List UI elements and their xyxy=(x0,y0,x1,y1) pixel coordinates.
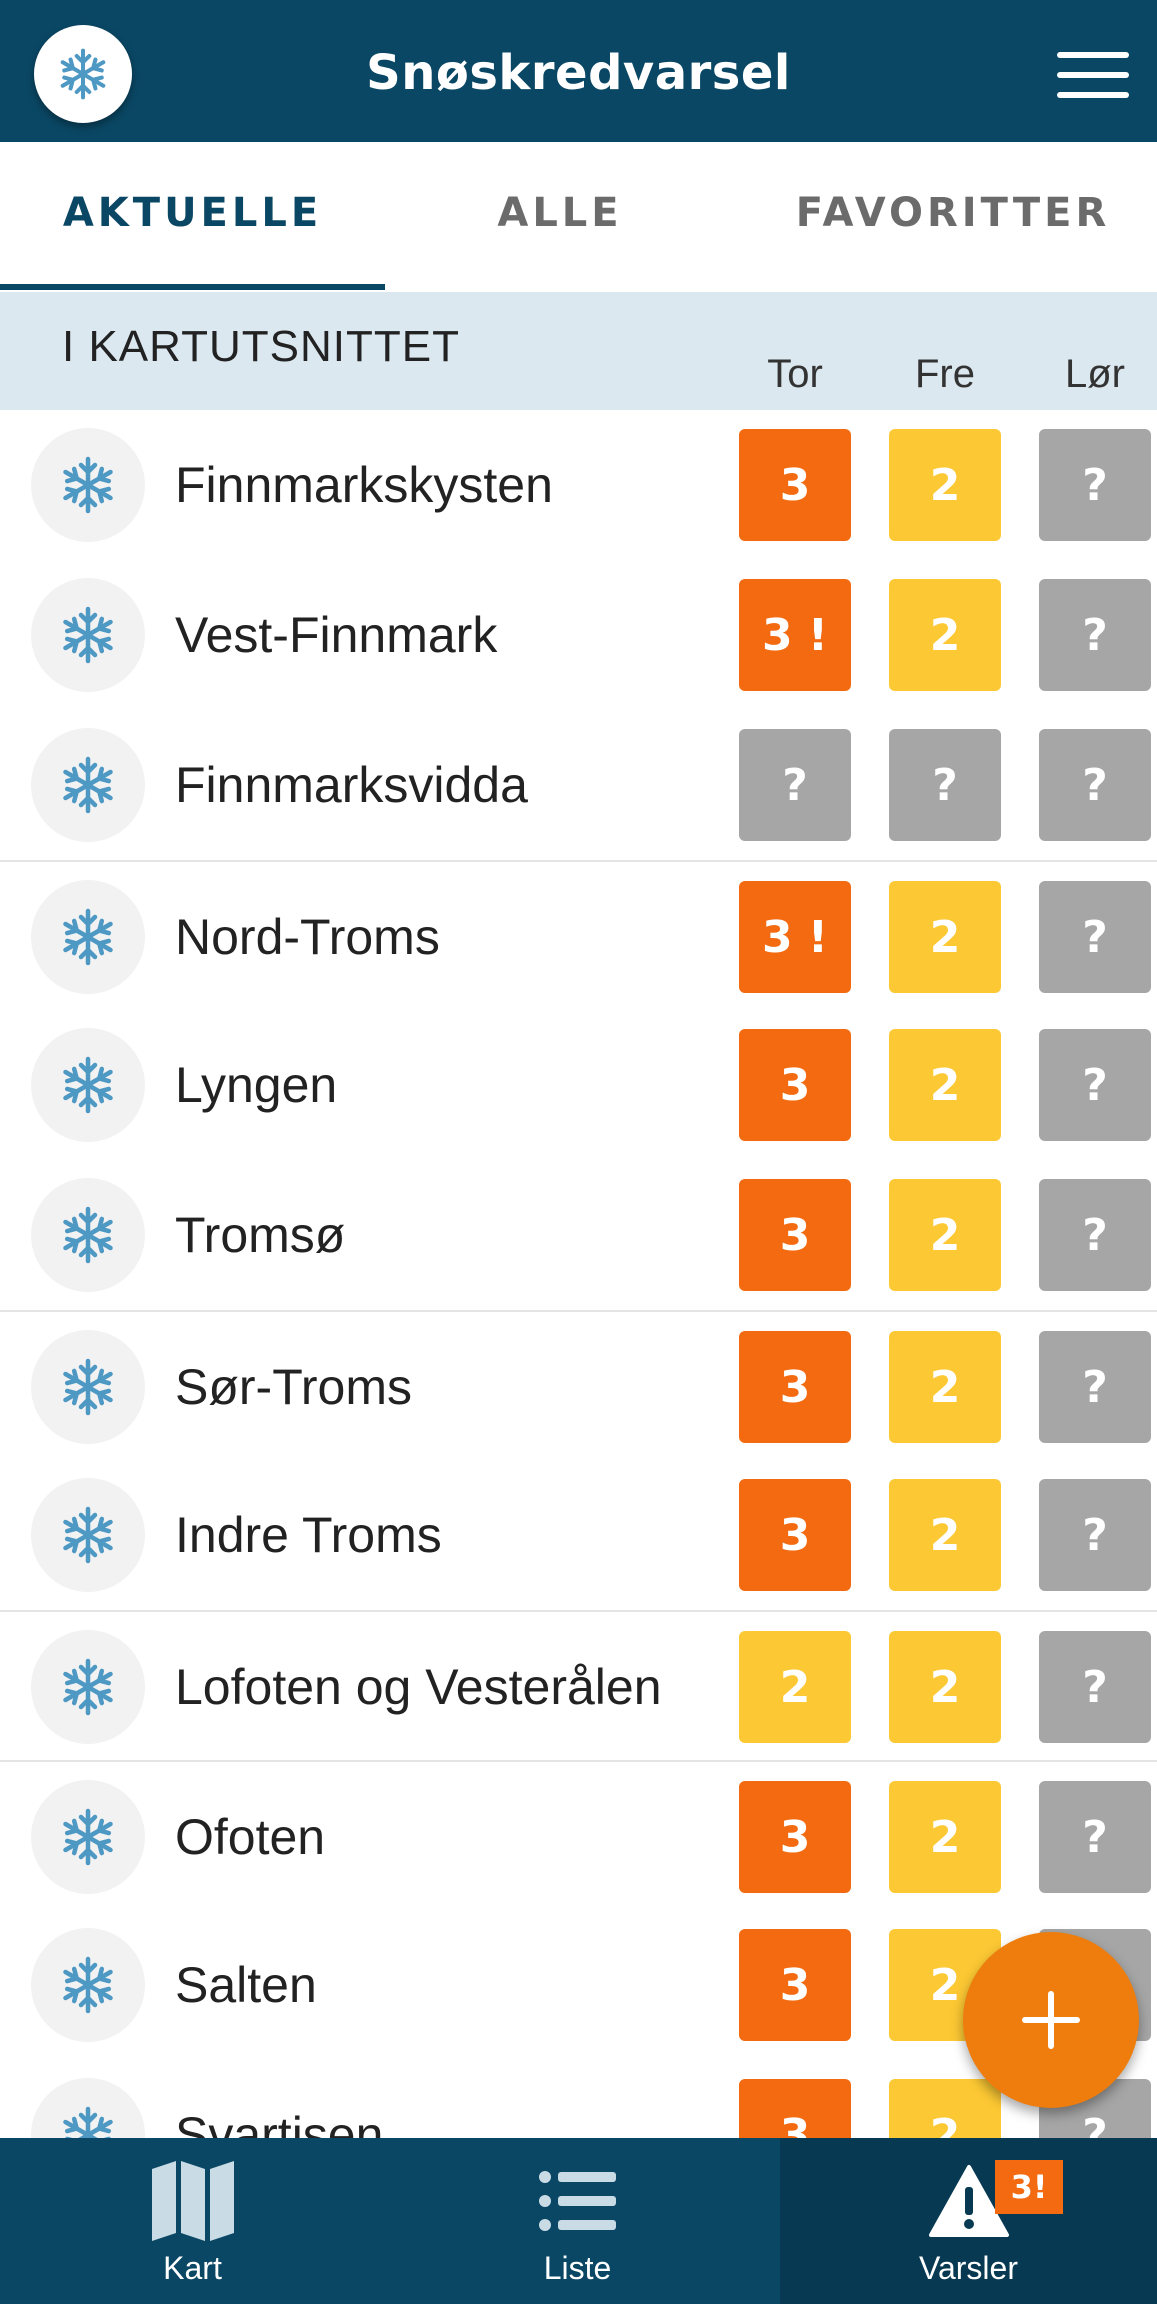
app-title: Snøskredvarsel xyxy=(366,45,791,101)
danger-level-badge[interactable]: 3 xyxy=(739,1479,851,1591)
snowflake-icon xyxy=(31,1028,145,1142)
nav-item-varsler[interactable]: Varsler xyxy=(780,2138,1157,2304)
region-row[interactable]: Indre Troms 3 2? xyxy=(0,1460,1157,1610)
app-logo-button[interactable] xyxy=(34,25,132,123)
danger-level-badge[interactable]: ? xyxy=(1039,1479,1151,1591)
region-name: Svartisen xyxy=(175,2107,384,2138)
day-column-header: Tor xyxy=(767,352,823,396)
region-row[interactable]: Sør-Troms 3 2? xyxy=(0,1310,1157,1460)
nav-label-varsler: Varsler xyxy=(919,2250,1018,2286)
snowflake-icon xyxy=(31,428,145,542)
region-row[interactable]: Lyngen 3 2? xyxy=(0,1010,1157,1160)
danger-level-badge[interactable]: 3 ! xyxy=(739,881,851,993)
section-title: I KARTUTSNITTET xyxy=(62,322,460,371)
danger-level-badge[interactable]: ? xyxy=(1039,579,1151,691)
region-row[interactable]: Tromsø 3 2? xyxy=(0,1160,1157,1310)
danger-level-badge[interactable]: 2 xyxy=(889,2079,1001,2138)
region-list: Finnmarkskysten 3 2? Vest-Finnmark 3 ! 2? Finn… xyxy=(0,410,1157,2138)
active-tab-indicator xyxy=(0,284,385,290)
map-icon xyxy=(0,2156,385,2246)
region-row[interactable]: Finnmarkskysten 3 2? xyxy=(0,410,1157,560)
tab-favoritter[interactable]: FAVORITTER xyxy=(795,190,1111,236)
region-name: Indre Troms xyxy=(175,1507,442,1563)
danger-level-badge[interactable]: ? xyxy=(1039,881,1151,993)
danger-level-badge[interactable]: ? xyxy=(1039,1029,1151,1141)
region-name: Vest-Finnmark xyxy=(175,607,498,663)
danger-level-badge[interactable]: 2 xyxy=(889,429,1001,541)
danger-level-badge[interactable]: 2 xyxy=(889,1631,1001,1743)
danger-level-badge[interactable]: 3 xyxy=(739,1179,851,1291)
snowflake-icon xyxy=(31,2078,145,2138)
danger-level-badge[interactable]: 2 xyxy=(889,1479,1001,1591)
region-name: Nord-Troms xyxy=(175,909,440,965)
hamburger-menu-icon[interactable] xyxy=(1050,50,1130,100)
region-name: Sør-Troms xyxy=(175,1359,412,1415)
snowflake-icon xyxy=(31,728,145,842)
snowflake-icon xyxy=(31,1330,145,1444)
region-name: Lofoten og Vesterålen xyxy=(175,1659,662,1715)
danger-level-badge[interactable]: 2 xyxy=(889,1179,1001,1291)
region-name: Salten xyxy=(175,1957,317,2013)
danger-level-badge[interactable]: ? xyxy=(739,729,851,841)
region-name: Lyngen xyxy=(175,1057,338,1113)
snowflake-icon xyxy=(31,1178,145,1292)
snowflake-icon xyxy=(31,1780,145,1894)
warning-count-badge: 3! xyxy=(995,2160,1063,2214)
nav-item-kart[interactable]: Kart xyxy=(0,2138,385,2304)
plus-icon xyxy=(1022,1991,1080,2049)
danger-level-badge[interactable]: 3 xyxy=(739,1029,851,1141)
day-column-header: Lør xyxy=(1065,352,1125,396)
danger-level-badge[interactable]: ? xyxy=(1039,1331,1151,1443)
nav-label-kart: Kart xyxy=(163,2250,222,2286)
region-row[interactable]: Lofoten og Vesterålen 2 2? xyxy=(0,1610,1157,1760)
section-header: I KARTUTSNITTET Tor Fre Lør xyxy=(0,292,1157,410)
tab-aktuelle[interactable]: AKTUELLE xyxy=(62,190,323,236)
region-row[interactable]: Ofoten 3 2? xyxy=(0,1760,1157,1910)
danger-level-badge[interactable]: 2 xyxy=(739,1631,851,1743)
danger-level-badge[interactable]: 2 xyxy=(889,579,1001,691)
danger-level-badge[interactable]: 2 xyxy=(889,1331,1001,1443)
nav-label-liste: Liste xyxy=(543,2250,612,2286)
danger-level-badge[interactable]: 3 xyxy=(739,1331,851,1443)
danger-level-badge[interactable]: ? xyxy=(1039,1631,1151,1743)
danger-level-badge[interactable]: ? xyxy=(1039,729,1151,841)
region-name: Tromsø xyxy=(175,1207,346,1263)
danger-level-badge[interactable]: 3 xyxy=(739,2079,851,2138)
snowflake-icon xyxy=(31,1478,145,1592)
danger-level-badge[interactable]: ? xyxy=(1039,1781,1151,1893)
bottom-navigation: Kart Liste Varsler xyxy=(0,2138,1157,2304)
danger-level-badge[interactable]: 2 xyxy=(889,1781,1001,1893)
tab-alle[interactable]: ALLE xyxy=(497,190,623,236)
region-name: Ofoten xyxy=(175,1809,326,1865)
warning-icon xyxy=(780,2156,1157,2246)
danger-level-badge[interactable]: 3 xyxy=(739,1929,851,2041)
day-column-header: Fre xyxy=(915,352,975,396)
region-row[interactable]: Svartisen 3 2? xyxy=(0,2060,1157,2138)
add-fab-button[interactable] xyxy=(963,1932,1139,2108)
danger-level-badge[interactable]: 2 xyxy=(889,881,1001,993)
region-name: Finnmarkskysten xyxy=(175,457,553,513)
region-row[interactable]: Nord-Troms 3 ! 2? xyxy=(0,860,1157,1010)
danger-level-badge[interactable]: ? xyxy=(1039,429,1151,541)
snowflake-icon xyxy=(31,578,145,692)
snowflake-icon xyxy=(31,1928,145,2042)
list-icon xyxy=(385,2156,770,2246)
region-row[interactable]: Vest-Finnmark 3 ! 2? xyxy=(0,560,1157,710)
danger-level-badge[interactable]: 3 xyxy=(739,1781,851,1893)
danger-level-badge[interactable]: ? xyxy=(889,729,1001,841)
danger-level-badge[interactable]: 3 xyxy=(739,429,851,541)
app-bar: Snøskredvarsel xyxy=(0,0,1157,142)
region-name: Finnmarksvidda xyxy=(175,757,528,813)
danger-level-badge[interactable]: 2 xyxy=(889,1029,1001,1141)
snowflake-icon xyxy=(60,48,106,100)
region-row[interactable]: Finnmarksvidda??? xyxy=(0,710,1157,860)
tab-bar: AKTUELLE ALLE FAVORITTER xyxy=(0,142,1157,292)
danger-level-badge[interactable]: 3 ! xyxy=(739,579,851,691)
snowflake-icon xyxy=(31,880,145,994)
danger-level-badge[interactable]: ? xyxy=(1039,1179,1151,1291)
nav-item-liste[interactable]: Liste xyxy=(385,2138,770,2304)
snowflake-icon xyxy=(31,1630,145,1744)
